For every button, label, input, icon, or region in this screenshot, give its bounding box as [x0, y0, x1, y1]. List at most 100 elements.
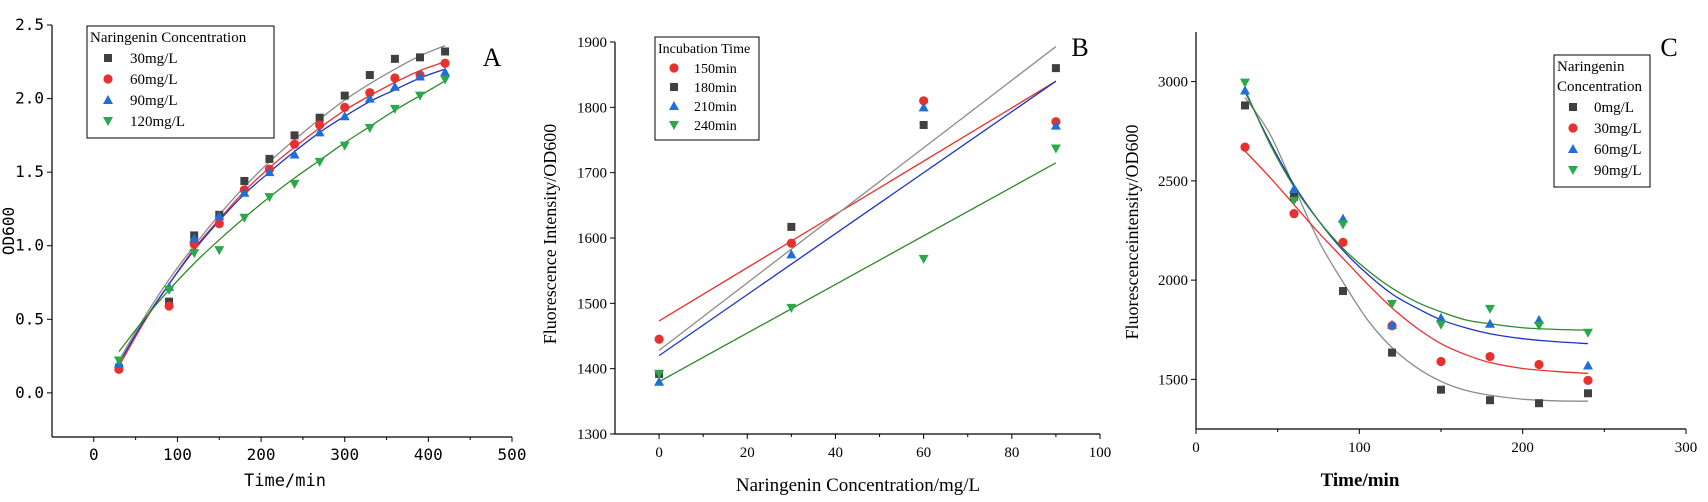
panel-b-x-tick-label: 0: [655, 445, 663, 461]
panel-b-x-tick-label: 40: [828, 445, 843, 461]
panel-c-data-point: [1436, 356, 1446, 367]
panel-c-x-tick-label: 200: [1511, 440, 1534, 456]
panel-c-legend-title: Naringenin: [1557, 59, 1625, 75]
panel-b-fit-line: [658, 46, 1057, 351]
panel-a-data-point: [239, 187, 250, 197]
panel-b-data-point: [654, 376, 665, 386]
panel-c-y-tick-label: 3000: [1158, 75, 1188, 91]
panel-a-legend-box: [86, 25, 275, 139]
panel-c-legend: Naringenin Concentration 0mg/L 30mg/L 60mg/L…: [1553, 54, 1651, 188]
panel-c-data-point: [1289, 209, 1299, 219]
panel-c-letter: C: [1660, 33, 1677, 62]
panel-b-data-point: [918, 102, 929, 112]
panel-c-legend-marker: [1568, 166, 1578, 175]
panel-a-marks: 0 100 200 300 400 500 0.0 0.5 1.0 1.5 2.0 2.5: [15, 15, 526, 464]
panel-c-x-tick-label: 100: [1348, 440, 1371, 456]
panel-a-data-point: [314, 157, 325, 167]
panel-a-data-point: [415, 71, 425, 81]
panel-c-y-tick-label: 2000: [1158, 273, 1188, 289]
panel-b-data-point: [1051, 64, 1060, 73]
panel-c-data-point: [1387, 299, 1397, 309]
panel-b-x-tick-label: 60: [916, 445, 931, 461]
panel-a-legend-label: 120mg/L: [130, 114, 185, 130]
panel-b-data-point: [919, 120, 928, 129]
panel-c-data-point: [1240, 85, 1250, 95]
panel-a: 0 100 200 300 400 500 0.0 0.5 1.0 1.5 2.0 2.5 A Tim…: [0, 15, 526, 491]
panel-b-legend-label: 210min: [694, 100, 737, 115]
panel-b-x-tick-label: 100: [1089, 445, 1112, 461]
panel-a-data-point: [290, 131, 299, 140]
panel-a-data-point: [264, 167, 275, 177]
panel-c-y-tick-label: 1500: [1158, 372, 1188, 388]
panel-a-data-point: [364, 93, 375, 103]
panel-a-data-point: [365, 71, 374, 80]
panel-b-y-tick-label: 1300: [577, 427, 607, 443]
panel-b-x-tick-label: 80: [1004, 445, 1019, 461]
panel-a-data-point: [440, 67, 451, 77]
panel-c-x-tick-label: 300: [1675, 440, 1698, 456]
panel-a-x-axis-title: Time/min: [244, 471, 326, 491]
panel-a-x-tick-label: 300: [330, 445, 359, 464]
panel-c-data-point: [1583, 360, 1593, 370]
panel-a-x-tick-label: 400: [414, 445, 443, 464]
panel-a-data-point: [364, 124, 375, 133]
panel-a-y-tick-label: 0.5: [15, 309, 44, 328]
panel-a-data-point: [415, 91, 425, 101]
panel-c-data-point: [1485, 318, 1495, 328]
panel-c: 0 100 200 300 1500 2000 2500 3000 C Time/min Fl…: [1122, 32, 1697, 491]
panel-b-y-axis-title: Fluorescence Intensity/OD600: [540, 124, 560, 344]
panel-c-data-point: [1485, 304, 1495, 314]
panel-a-data-point: [240, 176, 249, 185]
panel-c-data-point: [1289, 183, 1299, 193]
panel-c-data-point: [1388, 348, 1396, 357]
panel-b-y-tick-label: 1500: [577, 296, 607, 312]
panel-a-y-tick-label: 1.5: [15, 162, 44, 181]
panel-c-marks: 0 100 200 300 1500 2000 2500 3000: [1158, 32, 1697, 456]
panel-a-data-point: [315, 120, 325, 130]
panel-b-marks: 0 20 40 60 80 100 1300 1400 1500 1600 1700 1800 1900: [577, 35, 1111, 461]
panel-a-data-point: [164, 301, 174, 311]
panel-b-fit-line: [658, 162, 1057, 383]
panel-a-x-tick-label: 0: [89, 445, 99, 464]
panel-b-data-point: [654, 334, 664, 344]
panel-a-data-point: [289, 149, 300, 159]
panel-a-data-point: [441, 47, 450, 56]
panel-b-legend-label: 240min: [694, 119, 737, 134]
panel-a-data-point: [365, 88, 375, 98]
panel-b-legend-title: Incubation Time: [658, 42, 750, 57]
panel-c-data-point: [1436, 320, 1446, 330]
panel-b-data-point: [786, 238, 796, 248]
panel-c-legend-label: 0mg/L: [1594, 100, 1634, 116]
panel-a-legend-marker: [103, 74, 113, 84]
panel-a-x-tick-label: 500: [498, 445, 527, 464]
panel-c-legend-box: [1553, 54, 1651, 188]
panel-b-data-point: [919, 96, 929, 106]
panel-c-legend-marker: [1569, 103, 1577, 111]
panel-c-legend-marker: [1568, 123, 1578, 133]
panel-a-data-point: [289, 139, 300, 149]
panel-b-legend: Incubation Time 150min 180min 210min 240min: [654, 36, 760, 141]
panel-a-legend-label: 60mg/L: [130, 72, 178, 88]
panel-b-y-tick-label: 1900: [577, 35, 607, 51]
panel-c-data-point: [1338, 220, 1348, 230]
panel-a-data-point: [390, 54, 399, 63]
panel-c-legend-marker: [1568, 144, 1578, 153]
panel-a-legend-label: 30mg/L: [130, 51, 178, 67]
panel-c-data-point: [1240, 78, 1250, 88]
panel-b-legend-marker: [670, 83, 678, 91]
panel-b-legend-label: 180min: [694, 81, 737, 96]
panel-b-data-point: [918, 254, 929, 264]
panel-c-legend-label: 60mg/L: [1594, 142, 1642, 158]
panel-a-data-point: [239, 213, 250, 223]
panel-a-letter: A: [483, 43, 502, 72]
panel-a-data-point: [389, 81, 400, 91]
panel-b-legend-marker: [669, 101, 679, 110]
panel-a-data-point: [416, 53, 424, 62]
panel-c-x-axis-title: Time/min: [1321, 470, 1400, 491]
panel-c-fit-line: [1244, 150, 1589, 375]
panel-a-legend-label: 90mg/L: [130, 93, 178, 109]
panel-a-data-point: [339, 141, 350, 151]
panel-a-fit-line: [118, 44, 446, 361]
panel-b-data-point: [654, 369, 665, 379]
panel-c-data-point: [1289, 196, 1299, 206]
